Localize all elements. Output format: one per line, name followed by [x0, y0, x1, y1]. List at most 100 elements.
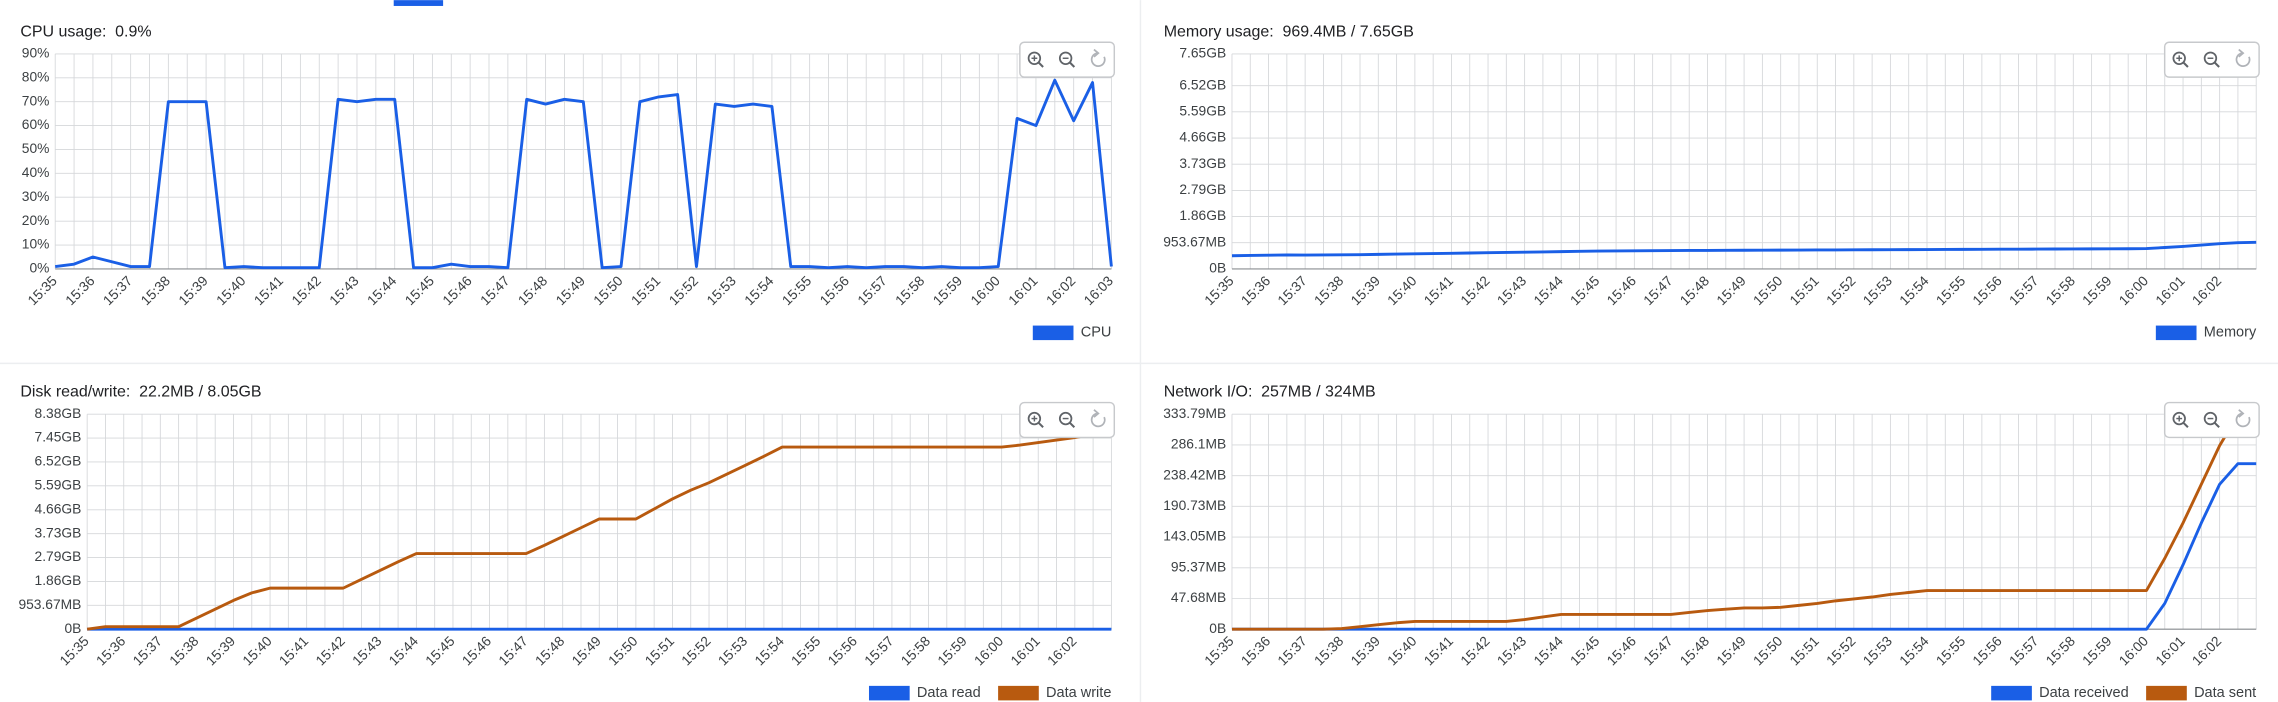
legend-swatch	[998, 685, 1039, 701]
x-tick-label: 15:47	[1641, 633, 1676, 668]
x-tick-label: 15:35	[1202, 273, 1237, 308]
x-tick-label: 15:42	[1458, 273, 1493, 308]
zoom-out-button[interactable]	[2199, 47, 2225, 73]
legend-label: Data write	[1046, 685, 1111, 701]
reset-arrow	[2235, 412, 2251, 428]
x-tick-label: 15:58	[2043, 633, 2078, 668]
x-tick-label: 15:42	[313, 633, 348, 668]
y-tick-label: 47.68MB	[1171, 590, 1226, 605]
x-tick-label: 15:49	[1714, 273, 1749, 308]
reset-zoom-button[interactable]	[2230, 47, 2256, 73]
x-tick-label: 15:46	[1604, 273, 1639, 308]
y-tick-label: 40%	[22, 165, 50, 180]
y-tick-label: 50%	[22, 141, 50, 156]
chart-title: Network I/O:	[1164, 384, 1253, 401]
x-tick-label: 16:02	[2189, 273, 2224, 308]
y-tick-label: 953.67MB	[1163, 234, 1226, 249]
x-tick-label: 15:37	[1275, 273, 1310, 308]
magnifier-lens	[1058, 411, 1073, 426]
x-tick-label: 16:01	[1008, 633, 1043, 668]
x-tick-label: 15:44	[1531, 633, 1566, 668]
toolbar-box	[2163, 41, 2260, 78]
zoom-in-button[interactable]	[1023, 47, 1049, 73]
x-tick-label: 15:55	[1933, 273, 1968, 308]
x-tick-label: 15:55	[779, 273, 814, 308]
x-tick-label: 15:51	[642, 633, 677, 668]
button-area[interactable]	[2230, 47, 2256, 73]
x-tick-label: 15:45	[423, 633, 458, 668]
x-tick-label: 15:48	[1677, 273, 1712, 308]
magnifier-handle	[2182, 61, 2189, 68]
x-tick-label: 15:48	[532, 633, 567, 668]
x-tick-label: 15:45	[1567, 633, 1602, 668]
reset-arrowhead	[1093, 48, 1100, 58]
x-tick-label: 15:40	[213, 273, 248, 308]
x-tick-label: 15:52	[1824, 633, 1859, 668]
zoom-out-button[interactable]	[2199, 407, 2225, 433]
x-tick-label: 15:54	[1897, 633, 1932, 668]
current-value: 22.2MB / 8.05GB	[139, 384, 262, 401]
y-tick-label: 0B	[1209, 621, 1226, 636]
reset-arrow	[1090, 52, 1106, 67]
series-line	[1231, 413, 2240, 631]
x-tick-label: 15:51	[628, 273, 663, 308]
magnifier-lens	[2203, 51, 2218, 65]
series-line	[1231, 462, 2257, 631]
x-tick-label: 15:43	[1494, 273, 1529, 308]
x-tick-label: 15:36	[63, 273, 98, 308]
zoom-out-button[interactable]	[1054, 47, 1080, 73]
y-tick-label: 0B	[1209, 261, 1226, 276]
x-tick-label: 15:40	[240, 633, 275, 668]
zoom-in-button[interactable]	[1023, 407, 1049, 433]
y-tick-label: 3.73GB	[35, 525, 82, 540]
button-area[interactable]	[2199, 47, 2225, 73]
x-tick-label: 15:38	[1311, 273, 1346, 308]
x-tick-label: 15:41	[1421, 273, 1456, 308]
x-tick-label: 16:02	[1043, 273, 1078, 308]
chart-title: Disk read/write:	[20, 384, 130, 401]
reset-zoom-button[interactable]	[2230, 407, 2256, 433]
magnifier-lens	[2172, 51, 2186, 65]
reset-arrow	[2235, 52, 2251, 67]
y-tick-label: 10%	[22, 237, 50, 252]
x-tick-label: 15:40	[1385, 633, 1420, 668]
x-tick-label: 15:40	[1385, 273, 1420, 308]
x-tick-label: 16:00	[971, 633, 1006, 668]
reset-arrow	[1090, 412, 1106, 428]
zoom-in-button[interactable]	[2168, 407, 2194, 433]
button-area[interactable]	[1023, 407, 1049, 433]
zoom-toolbar	[1019, 41, 1116, 78]
button-area[interactable]	[1023, 47, 1049, 73]
magnifier-handle	[1069, 422, 1076, 428]
zoom-in-button[interactable]	[2168, 47, 2194, 73]
x-tick-label: 15:49	[553, 273, 588, 308]
button-area[interactable]	[1054, 407, 1080, 433]
legend-swatch	[1032, 325, 1074, 341]
button-area[interactable]	[1054, 47, 1080, 73]
button-area[interactable]	[2168, 407, 2194, 433]
x-tick-label: 16:02	[1044, 633, 1079, 668]
button-area[interactable]	[1085, 407, 1111, 433]
x-tick-label: 15:38	[138, 273, 173, 308]
x-tick-label: 15:59	[935, 633, 970, 668]
x-tick-label: 15:36	[93, 633, 128, 668]
y-tick-label: 6.52GB	[1179, 77, 1226, 92]
magnifier-handle	[1069, 61, 1076, 68]
x-tick-label: 15:54	[752, 633, 787, 668]
x-tick-label: 15:46	[1604, 633, 1639, 668]
zoom-toolbar	[2163, 41, 2260, 78]
x-tick-label: 15:48	[515, 273, 550, 308]
button-area[interactable]	[2199, 407, 2225, 433]
button-area[interactable]	[2168, 47, 2194, 73]
magnifier-lens	[1058, 51, 1073, 65]
button-area[interactable]	[1085, 47, 1111, 73]
zoom-out-button[interactable]	[1054, 407, 1080, 433]
magnifier-lens	[1027, 51, 1042, 65]
x-tick-label: 16:00	[968, 273, 1003, 308]
reset-zoom-button[interactable]	[1085, 407, 1111, 433]
y-tick-label: 7.65GB	[1179, 46, 1226, 61]
x-tick-label: 15:39	[176, 273, 211, 308]
y-tick-label: 143.05MB	[1163, 529, 1226, 544]
button-area[interactable]	[2230, 407, 2256, 433]
reset-zoom-button[interactable]	[1085, 47, 1111, 73]
